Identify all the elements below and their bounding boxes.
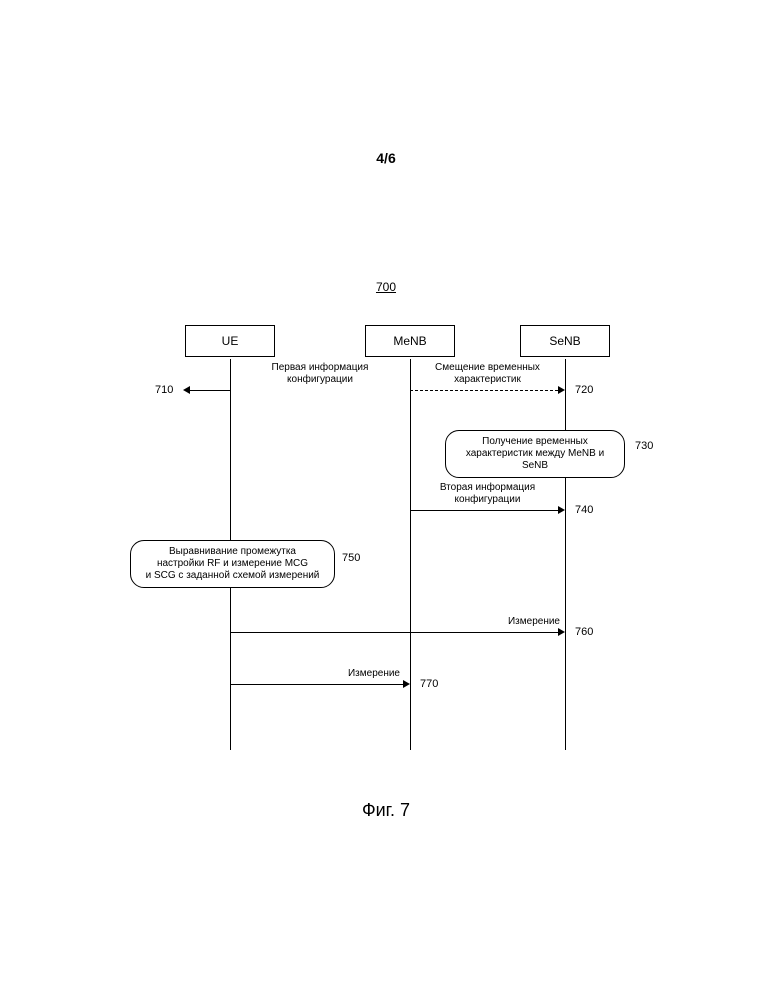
callout-730: Получение временныххарактеристик между M… bbox=[445, 430, 625, 478]
msg-710-arrow bbox=[190, 390, 230, 391]
msg-760-arrowhead bbox=[558, 628, 565, 636]
ref-760: 760 bbox=[575, 626, 593, 638]
figure-caption: Фиг. 7 bbox=[0, 800, 772, 821]
msg-770-arrowhead bbox=[403, 680, 410, 688]
ref-750: 750 bbox=[342, 552, 360, 564]
msg-760-arrow bbox=[230, 632, 558, 633]
ref-740: 740 bbox=[575, 504, 593, 516]
msg-710-label: Первая информацияконфигурации bbox=[250, 362, 390, 385]
ref-720: 720 bbox=[575, 384, 593, 396]
page-number: 4/6 bbox=[0, 150, 772, 166]
msg-720-arrowhead bbox=[558, 386, 565, 394]
msg-760-label: Измерение bbox=[420, 616, 560, 628]
ref-710: 710 bbox=[155, 384, 173, 396]
msg-710-arrowhead bbox=[183, 386, 190, 394]
msg-740-label: Вторая информацияконфигурации bbox=[415, 482, 560, 505]
actor-ue: UE bbox=[185, 325, 275, 357]
lifeline-menb bbox=[410, 359, 411, 750]
callout-750: Выравнивание промежутканастройки RF и из… bbox=[130, 540, 335, 588]
msg-740-arrowhead bbox=[558, 506, 565, 514]
ref-730: 730 bbox=[635, 440, 653, 452]
msg-720-arrow bbox=[410, 390, 558, 391]
msg-770-arrow bbox=[230, 684, 403, 685]
msg-740-arrow bbox=[410, 510, 558, 511]
ref-770: 770 bbox=[420, 678, 438, 690]
figure-number: 700 bbox=[0, 280, 772, 294]
msg-770-label: Измерение bbox=[260, 668, 400, 680]
lifeline-senb bbox=[565, 359, 566, 750]
msg-720-label: Смещение временныххарактеристик bbox=[415, 362, 560, 385]
actor-senb: SeNB bbox=[520, 325, 610, 357]
actor-menb: MeNB bbox=[365, 325, 455, 357]
